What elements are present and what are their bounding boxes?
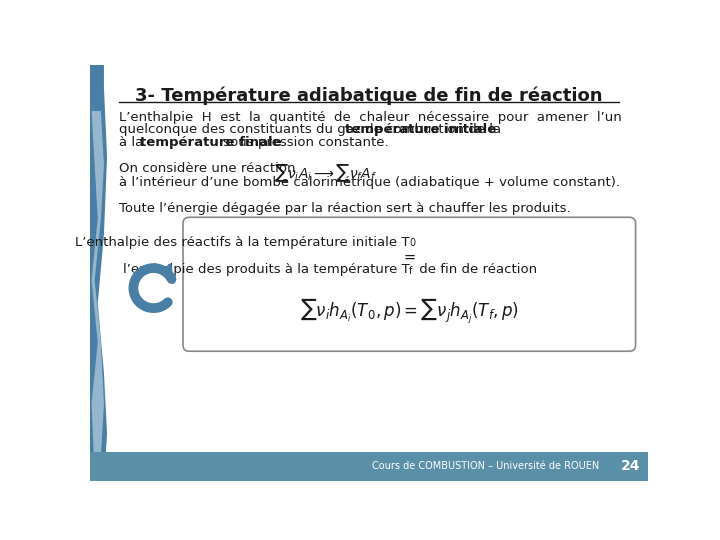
- Text: température initiale: température initiale: [344, 123, 496, 136]
- Text: 24: 24: [621, 459, 640, 473]
- Text: L’enthalpie  H  est  la  quantité  de  chaleur  nécessaire  pour  amener  l’un: L’enthalpie H est la quantité de chaleur…: [120, 111, 622, 124]
- Text: Cours de COMBUSTION – Université de ROUEN: Cours de COMBUSTION – Université de ROUE…: [372, 461, 599, 471]
- Text: 0: 0: [409, 238, 415, 248]
- Text: à la: à la: [120, 136, 148, 148]
- Text: $\sum \nu_i A_i \longrightarrow \sum \nu_f A_f$: $\sum \nu_i A_i \longrightarrow \sum \nu…: [274, 163, 377, 184]
- Polygon shape: [90, 65, 107, 481]
- Text: f: f: [409, 266, 413, 276]
- Text: On considère une réaction: On considère une réaction: [120, 162, 296, 175]
- Text: 3- Température adiabatique de fin de réaction: 3- Température adiabatique de fin de réa…: [135, 86, 603, 105]
- Text: quelconque des constituants du gaz de combustion de la: quelconque des constituants du gaz de co…: [120, 123, 506, 136]
- Polygon shape: [91, 111, 104, 457]
- Text: $\sum\nu_i h_{A_i}(T_0,p) = \sum\nu_j h_{A_j}(T_f,p)$: $\sum\nu_i h_{A_i}(T_0,p) = \sum\nu_j h_…: [300, 298, 518, 327]
- Text: l’enthalpie des produits à la température T: l’enthalpie des produits à la températur…: [122, 264, 409, 276]
- Text: sous pression constante.: sous pression constante.: [220, 136, 389, 148]
- Text: L’enthalpie des réactifs à la température initiale T: L’enthalpie des réactifs à la températur…: [75, 236, 409, 249]
- Text: =: =: [403, 249, 415, 265]
- Text: à l’intérieur d’une bombe calorimétrique (adiabatique + volume constant).: à l’intérieur d’une bombe calorimétrique…: [120, 176, 621, 188]
- Text: Toute l’énergie dégagée par la réaction sert à chauffer les produits.: Toute l’énergie dégagée par la réaction …: [120, 202, 571, 215]
- Polygon shape: [90, 452, 648, 481]
- FancyBboxPatch shape: [183, 217, 636, 351]
- Text: température finale: température finale: [140, 136, 282, 148]
- Text: de fin de réaction: de fin de réaction: [415, 264, 537, 276]
